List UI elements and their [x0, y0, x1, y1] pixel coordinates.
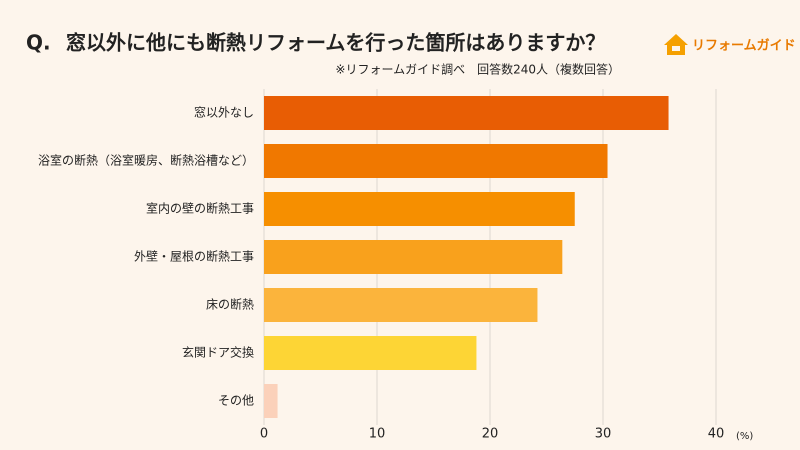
x-tick-label: 30	[595, 427, 612, 442]
x-tick-label: 0	[260, 427, 268, 442]
bar	[264, 96, 669, 130]
y-tick-label: 床の断熱	[206, 297, 254, 312]
y-tick-label: 窓以外なし	[194, 105, 254, 120]
x-tick-label: 20	[482, 427, 499, 442]
y-tick-label: その他	[218, 394, 254, 408]
bar	[264, 384, 278, 418]
y-tick-label: 浴室の断熱（浴室暖房、断熱浴槽など）	[38, 153, 254, 168]
bar	[264, 336, 477, 370]
y-tick-label: 玄関ドア交換	[182, 345, 254, 360]
chart-title: 窓以外に他にも断熱リフォームを行った箇所はありますか？	[66, 31, 605, 55]
brand-name: リフォームガイド	[692, 39, 796, 54]
bar	[264, 192, 575, 226]
bar	[264, 240, 563, 274]
bar	[264, 144, 608, 178]
chart-subtitle: ※リフォームガイド調べ 回答数240人（複数回答）	[335, 62, 620, 77]
y-tick-label: 外壁・屋根の断熱工事	[134, 249, 254, 264]
logo-window	[672, 46, 680, 51]
brand-logo: リフォームガイド	[664, 34, 796, 55]
y-tick-label: 室内の壁の断熱工事	[146, 201, 254, 216]
question-label: Q.	[26, 31, 51, 55]
logo-house	[664, 34, 688, 55]
x-unit: (%)	[736, 431, 753, 442]
bar	[264, 288, 538, 322]
x-tick-label: 40	[708, 427, 725, 442]
x-tick-label: 10	[369, 427, 386, 442]
